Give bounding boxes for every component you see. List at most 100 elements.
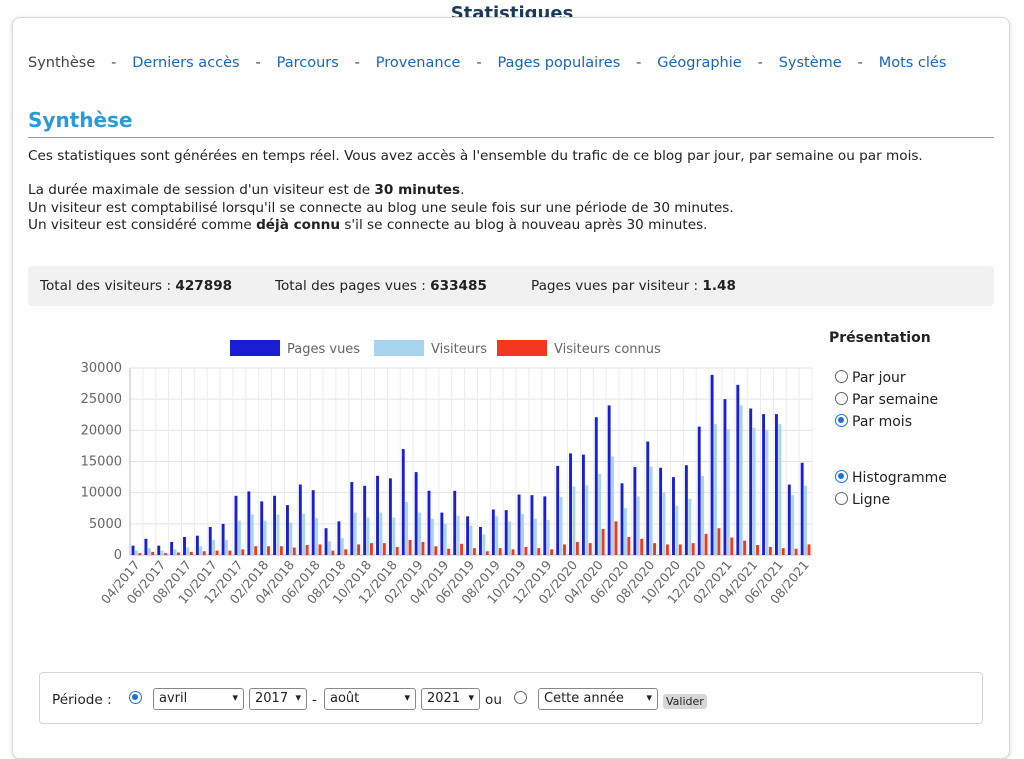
bar-visiteurs	[482, 534, 486, 555]
section-divider	[28, 137, 994, 138]
period-form: Période : avril ▾ 2017 ▾ - août ▾ 2021 ▾ ou …	[39, 672, 983, 724]
from-month-select[interactable]: avril ▾	[153, 688, 244, 710]
legend-swatch	[497, 340, 547, 356]
nav-separator: -	[636, 55, 642, 71]
to-year-select[interactable]: 2021 ▾	[421, 688, 480, 710]
bar-visiteurs-connus	[601, 528, 605, 555]
bar-visiteurs-connus	[640, 538, 644, 555]
bar-visiteurs	[250, 514, 254, 555]
bar-visiteurs	[353, 512, 357, 555]
total-pages-label: Total des pages vues :	[275, 278, 431, 294]
bar-visiteurs-connus	[704, 533, 708, 555]
period-range-radio[interactable]	[129, 691, 142, 704]
option-label: Ligne	[852, 492, 891, 508]
presentation-option[interactable]: Par mois	[835, 414, 912, 430]
bar-visiteurs	[688, 498, 692, 555]
bar-visiteurs	[147, 548, 151, 555]
bar-pages-vues	[401, 449, 405, 555]
bar-visiteurs	[585, 485, 589, 555]
bar-visiteurs-connus	[614, 521, 618, 555]
legend-swatch	[230, 340, 280, 356]
bar-pages-vues	[479, 526, 482, 555]
bar-pages-vues	[710, 374, 714, 555]
statistics-card	[12, 17, 1010, 759]
bar-visiteurs-connus	[717, 528, 721, 555]
nav-separator: -	[857, 55, 863, 71]
from-year-select[interactable]: 2017 ▾	[249, 688, 307, 710]
nav-separator: -	[111, 55, 117, 71]
bar-pages-vues	[466, 516, 470, 555]
bar-pages-vues	[774, 414, 778, 555]
bar-pages-vues	[530, 495, 534, 555]
bar-visiteurs	[598, 473, 602, 555]
radio-button[interactable]	[835, 370, 848, 383]
bar-visiteurs	[804, 485, 808, 555]
bar-visiteurs-connus	[357, 544, 361, 555]
nav-item-provenance[interactable]: Provenance	[375, 55, 461, 71]
preset-select[interactable]: Cette année ▾	[538, 688, 658, 710]
bar-pages-vues	[659, 467, 663, 555]
bar-visiteurs-connus	[691, 543, 695, 555]
nav-separator: -	[757, 55, 763, 71]
chevron-down-icon: ▾	[646, 691, 652, 704]
bar-visiteurs-connus	[408, 540, 412, 555]
nav-item-parcours[interactable]: Parcours	[276, 55, 339, 71]
nav-item-systeme[interactable]: Système	[778, 55, 842, 71]
bar-visiteurs	[430, 518, 434, 555]
bar-visiteurs-connus	[151, 551, 155, 555]
bar-visiteurs-connus	[370, 543, 373, 555]
bar-visiteurs-connus	[202, 551, 206, 555]
radio-button[interactable]	[835, 414, 848, 427]
bar-visiteurs-connus	[241, 549, 245, 555]
bar-visiteurs-connus	[743, 540, 747, 555]
legend-label: Pages vues	[287, 342, 360, 357]
bar-visiteurs	[134, 550, 138, 555]
bar-pages-vues	[144, 538, 148, 555]
bar-visiteurs	[495, 516, 499, 555]
radio-button[interactable]	[835, 470, 848, 483]
nav-item-derniers-acces[interactable]: Derniers accès	[132, 55, 240, 71]
presentation-panel: Présentation	[829, 330, 931, 346]
period-preset-radio[interactable]	[514, 691, 527, 704]
bar-visiteurs	[237, 520, 241, 555]
bar-pages-vues	[736, 384, 740, 555]
presentation-option[interactable]: Par jour	[835, 370, 906, 386]
nav-item-mots-cles[interactable]: Mots clés	[878, 55, 947, 71]
bar-pages-vues	[427, 490, 431, 555]
chart-type-option[interactable]: Histogramme	[835, 470, 947, 486]
y-tick-label: 25000	[81, 392, 122, 407]
radio-button[interactable]	[835, 492, 848, 505]
bar-pages-vues	[453, 490, 457, 555]
bar-visiteurs	[379, 512, 383, 555]
visitor-counted-text: Un visiteur est comptabilisé lorsqu'il s…	[28, 200, 734, 216]
bar-visiteurs-connus	[575, 541, 579, 555]
bar-visiteurs	[392, 517, 396, 555]
nav-item-geographie[interactable]: Géographie	[657, 55, 742, 71]
radio-button[interactable]	[835, 392, 848, 405]
bar-visiteurs-connus	[176, 552, 180, 555]
nav-separator: -	[476, 55, 482, 71]
bar-visiteurs	[701, 475, 705, 555]
bar-visiteurs	[405, 502, 409, 555]
pages-per-visitor: Pages vues par visiteur : 1.48	[531, 278, 736, 294]
bar-visiteurs	[791, 495, 795, 555]
presentation-option[interactable]: Par semaine	[835, 392, 938, 408]
option-label: Par mois	[852, 414, 912, 430]
nav-separator: -	[255, 55, 261, 71]
submit-button[interactable]: Valider	[663, 694, 707, 709]
chevron-down-icon: ▾	[404, 691, 410, 704]
bar-pages-vues	[723, 399, 727, 555]
bar-pages-vues	[620, 483, 624, 555]
bar-pages-vues	[298, 484, 302, 555]
bar-visiteurs	[546, 520, 550, 555]
bar-visiteurs	[778, 424, 782, 555]
bar-visiteurs-connus	[781, 548, 785, 555]
nav-item-pages-populaires[interactable]: Pages populaires	[497, 55, 621, 71]
bar-visiteurs-connus	[382, 543, 386, 555]
bar-visiteurs-connus	[756, 545, 759, 555]
chart-type-option[interactable]: Ligne	[835, 492, 890, 508]
bar-visiteurs	[289, 522, 293, 555]
y-tick-label: 20000	[81, 423, 122, 438]
to-month-select[interactable]: août ▾	[324, 688, 416, 710]
bar-visiteurs-connus	[678, 544, 682, 555]
